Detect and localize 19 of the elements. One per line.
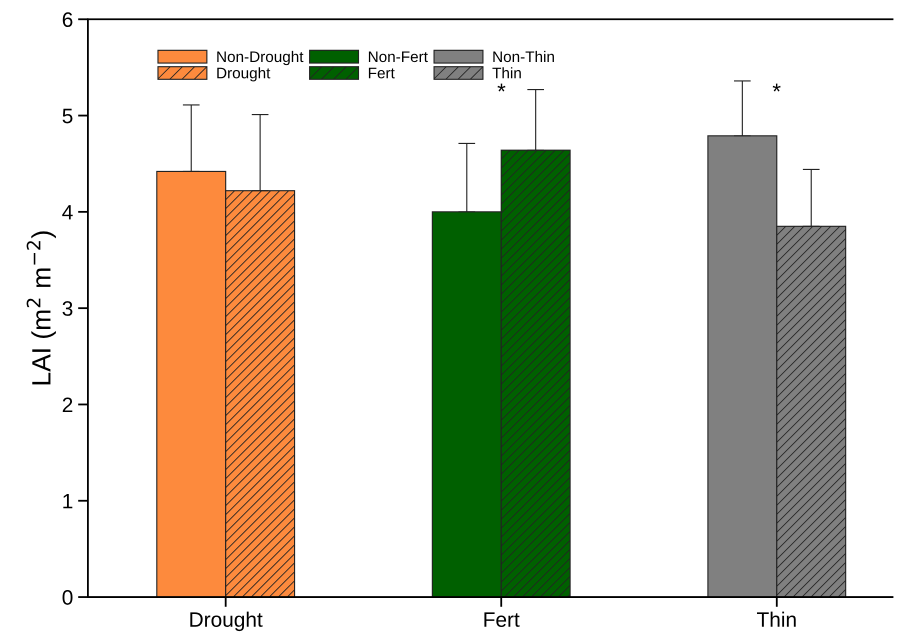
x-tick-label: Drought [190,612,263,632]
y-tick-label: 2 [62,397,72,412]
legend-label: Fert [368,68,395,78]
y-tick-label: 0 [62,590,73,605]
legend-label: Non-Thin [493,50,554,62]
annotation: * [498,84,506,92]
legend-label: Non-Drought [217,50,304,66]
y-tick-label: 3 [62,301,72,316]
y-tick-label: 1 [63,494,72,508]
y-tick-label: 5 [62,108,72,124]
y-tick-label: 4 [62,205,73,220]
legend-label: Drought [217,67,270,82]
x-tick-label: Thin [756,612,796,627]
legend-label: Thin [492,67,521,78]
annotation: * [772,84,781,92]
y-tick-label: 6 [62,12,72,28]
legend-label: Non-Fert [368,51,428,62]
x-tick-label: Fert [484,612,520,627]
y-axis-title: LAI (m$^{2}$ m$^{−2}$) [26,231,56,384]
